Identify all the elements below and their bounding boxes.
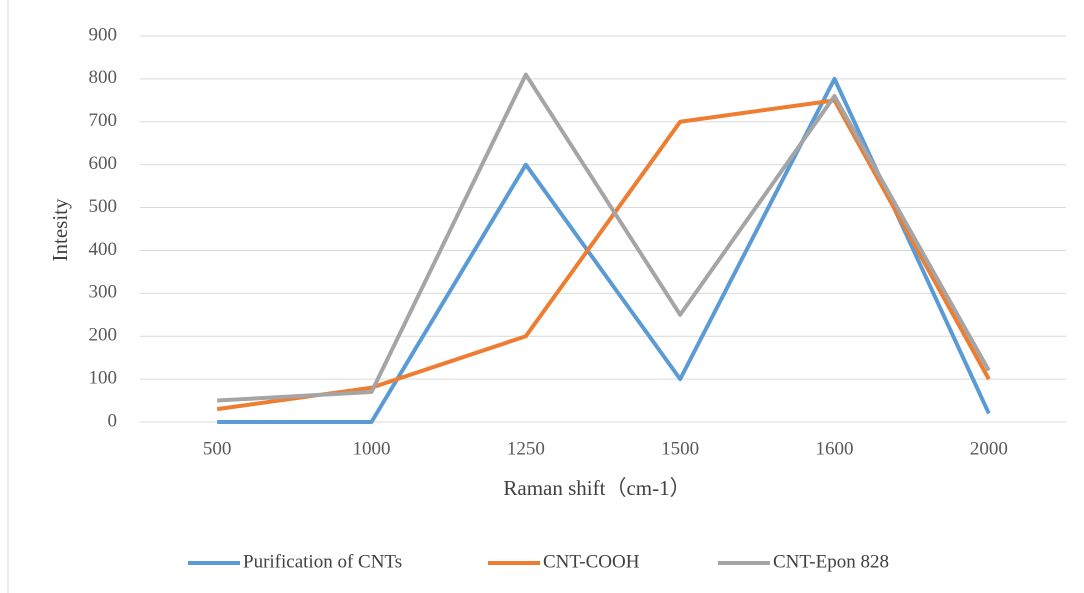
x-tick-label: 1500 (661, 438, 699, 459)
legend-label: CNT-Epon 828 (773, 551, 889, 572)
x-tick-label: 2000 (970, 438, 1008, 459)
x-tick-label: 500 (203, 438, 232, 459)
series-line (217, 72, 991, 403)
y-tick-label: 800 (89, 67, 118, 88)
y-tick-label: 300 (89, 282, 118, 303)
series-line (217, 76, 991, 424)
y-tick-label: 600 (89, 153, 118, 174)
y-tick-label: 400 (89, 239, 118, 260)
y-tick-label: 700 (89, 110, 118, 131)
x-tick-label: 1600 (816, 438, 854, 459)
chart-border (7, 0, 9, 593)
y-tick-label: 900 (89, 24, 118, 45)
legend-label: CNT-COOH (543, 551, 640, 572)
y-tick-label: 500 (89, 196, 118, 217)
legend-label: Purification of CNTs (243, 551, 402, 572)
x-tick-label: 1000 (353, 438, 391, 459)
x-axis-title: Raman shift（cm-1） (503, 476, 690, 500)
x-tick-label: 1250 (507, 438, 545, 459)
y-tick-label: 200 (89, 325, 118, 346)
y-axis-title: Intesity (48, 198, 72, 261)
series-line (216, 98, 991, 412)
y-tick-label: 100 (89, 367, 118, 388)
y-tick-label: 0 (108, 410, 118, 431)
